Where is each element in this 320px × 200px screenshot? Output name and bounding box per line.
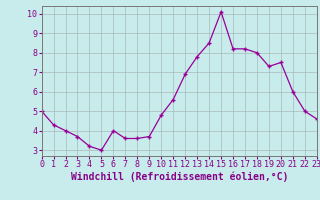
X-axis label: Windchill (Refroidissement éolien,°C): Windchill (Refroidissement éolien,°C) (70, 172, 288, 182)
